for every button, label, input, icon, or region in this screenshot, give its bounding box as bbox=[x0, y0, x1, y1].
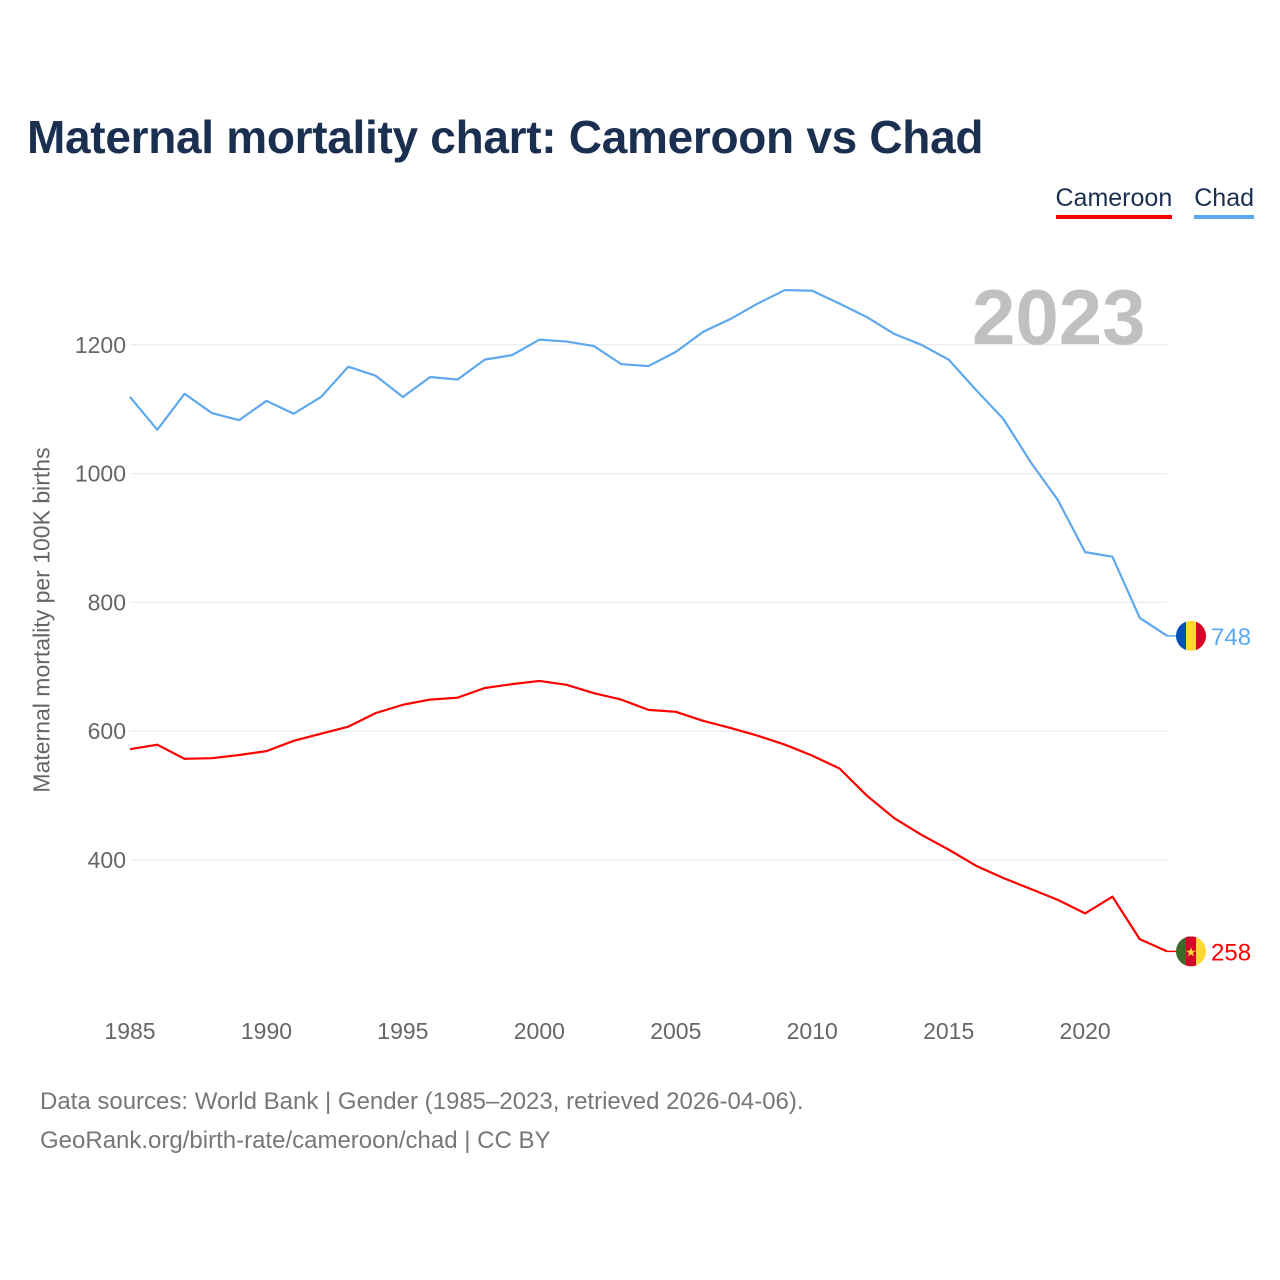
x-tick-label: 2005 bbox=[650, 1018, 701, 1044]
flag-star-icon: ★ bbox=[1185, 944, 1197, 959]
x-tick-label: 1985 bbox=[104, 1018, 155, 1044]
series-line-chad bbox=[129, 288, 1168, 637]
flag-cameroon-icon bbox=[1196, 936, 1206, 967]
y-tick-label: 800 bbox=[88, 589, 126, 615]
x-tick-label: 2010 bbox=[787, 1018, 838, 1044]
series-line-cameroon bbox=[129, 679, 1168, 953]
flag-chad-icon bbox=[1196, 620, 1206, 651]
y-tick-label: 1000 bbox=[75, 461, 126, 487]
legend-item-cameroon[interactable]: Cameroon bbox=[1055, 184, 1173, 219]
end-value-label: 748 bbox=[1211, 624, 1251, 651]
end-value-label: 258 bbox=[1211, 939, 1251, 966]
x-tick-label: 2020 bbox=[1060, 1018, 1111, 1044]
x-tick-label: 1990 bbox=[241, 1018, 292, 1044]
flag-cameroon-icon bbox=[1176, 936, 1187, 967]
footer-sources: Data sources: World Bank | Gender (1985–… bbox=[40, 1088, 804, 1115]
legend-item-chad[interactable]: Chad bbox=[1194, 184, 1254, 219]
x-tick-label: 2000 bbox=[514, 1018, 565, 1044]
flag-chad-icon bbox=[1186, 620, 1197, 651]
current-year-watermark: 2023 bbox=[972, 273, 1146, 361]
flag-cameroon-icon bbox=[1186, 936, 1197, 967]
footer-link[interactable]: GeoRank.org/birth-rate/cameroon/chad | C… bbox=[40, 1127, 551, 1154]
flag-chad-icon bbox=[1176, 620, 1187, 651]
chart-title: Maternal mortality chart: Cameroon vs Ch… bbox=[27, 111, 984, 163]
x-tick-label: 2015 bbox=[923, 1018, 974, 1044]
x-tick-label: 1995 bbox=[377, 1018, 428, 1044]
y-tick-label: 1200 bbox=[75, 332, 126, 358]
y-tick-label: 400 bbox=[88, 847, 126, 873]
y-tick-label: 600 bbox=[88, 718, 126, 744]
legend: Cameroon Chad bbox=[1055, 184, 1254, 219]
